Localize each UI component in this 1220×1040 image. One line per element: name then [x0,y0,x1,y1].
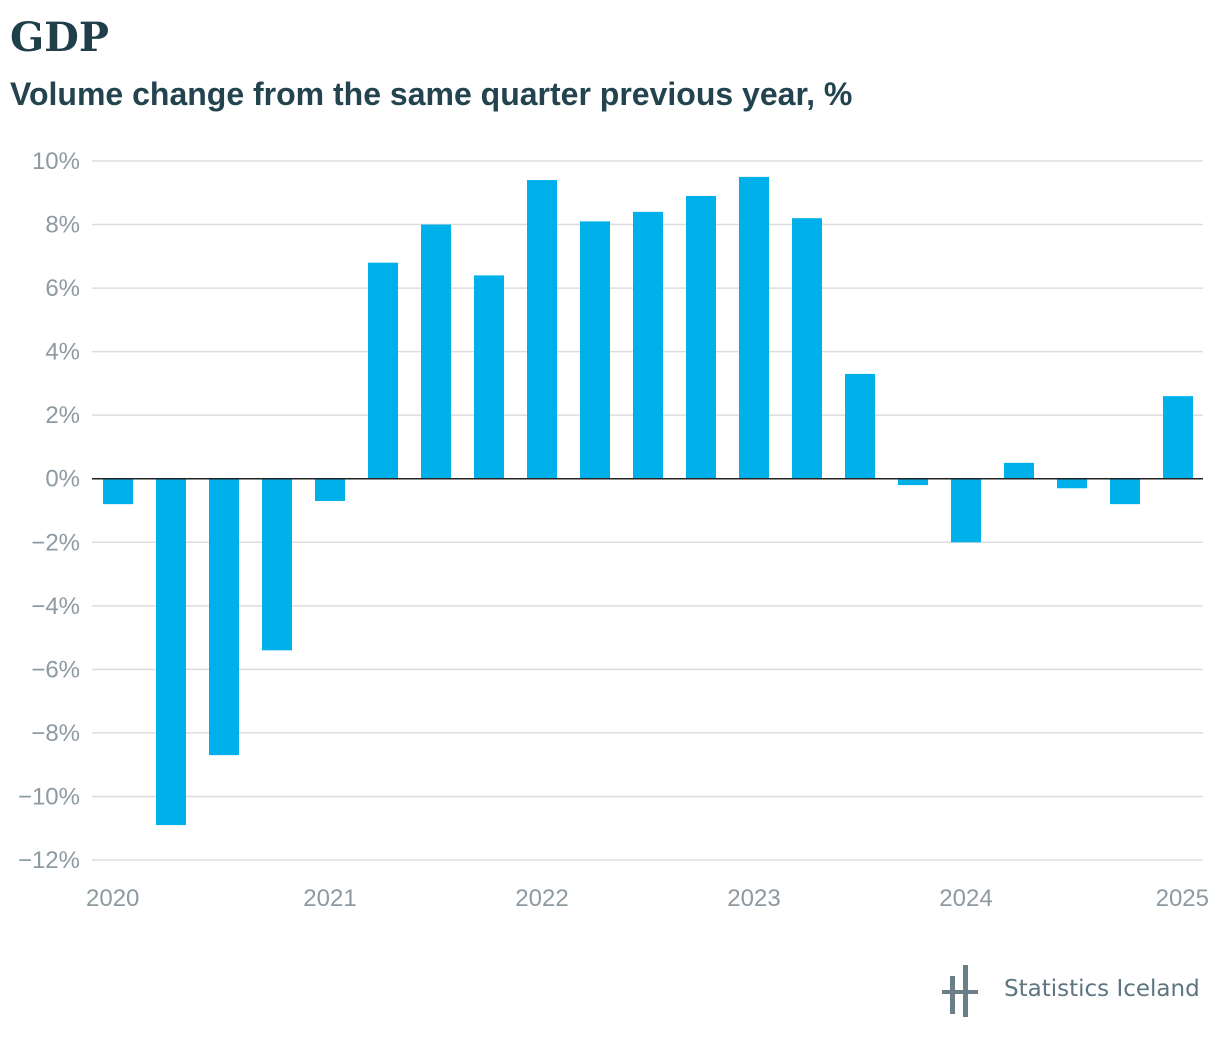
y-tick-label: −4% [31,593,80,620]
bar [209,478,239,756]
x-tick-label: 2021 [303,885,356,912]
bar [156,478,186,826]
x-tick-label: 2022 [515,885,568,912]
y-tick-label: 4% [45,339,80,366]
bar [739,176,769,479]
bar [580,221,610,479]
bar [686,195,716,479]
bar [1057,478,1087,489]
x-tick-label: 2024 [939,885,992,912]
y-tick-label: 8% [45,212,80,239]
x-axis-ticks: 2020 2021 2022 2023 2024 2025 [86,885,1209,912]
bar [845,373,875,479]
y-tick-label: 2% [45,402,80,429]
y-tick-label: −10% [18,783,80,810]
brand-name: Statistics Iceland [1004,976,1200,1002]
bar [792,218,822,479]
bar [1004,462,1034,479]
bar [1163,396,1193,479]
y-tick-label: −12% [18,847,80,874]
y-tick-label: 10% [32,148,80,175]
bar [527,180,557,479]
y-tick-label: −2% [31,529,80,556]
x-tick-label: 2025 [1156,885,1209,912]
bars [103,176,1193,826]
bar [103,478,133,505]
bar [898,478,928,486]
statistics-iceland-logo: Statistics Iceland [940,962,1210,1022]
y-tick-label: 6% [45,275,80,302]
chart-title: GDP [10,14,109,61]
y-tick-label: 0% [45,466,80,493]
y-tick-label: −6% [31,656,80,683]
x-tick-label: 2023 [727,885,780,912]
y-axis-ticks: 10% 8% 6% 4% 2% 0% −2% −4% −6% −8% −10% −12% [18,148,80,874]
gdp-bar-chart: 10%8%6%4%2%0%−2%−4%−6%−8%−10%−12% 2020 20… [18,148,1209,912]
x-tick-label: 2020 [86,885,139,912]
chart-subtitle: Volume change from the same quarter prev… [10,76,853,112]
bar [262,478,292,651]
bar [421,224,451,479]
bar [368,262,398,479]
bar [633,211,663,479]
bar [951,478,981,543]
bar [315,478,345,501]
statistics-iceland-logo-icon [942,965,978,1017]
bar [1110,478,1140,505]
bar [474,275,504,479]
y-tick-label: −8% [31,720,80,747]
